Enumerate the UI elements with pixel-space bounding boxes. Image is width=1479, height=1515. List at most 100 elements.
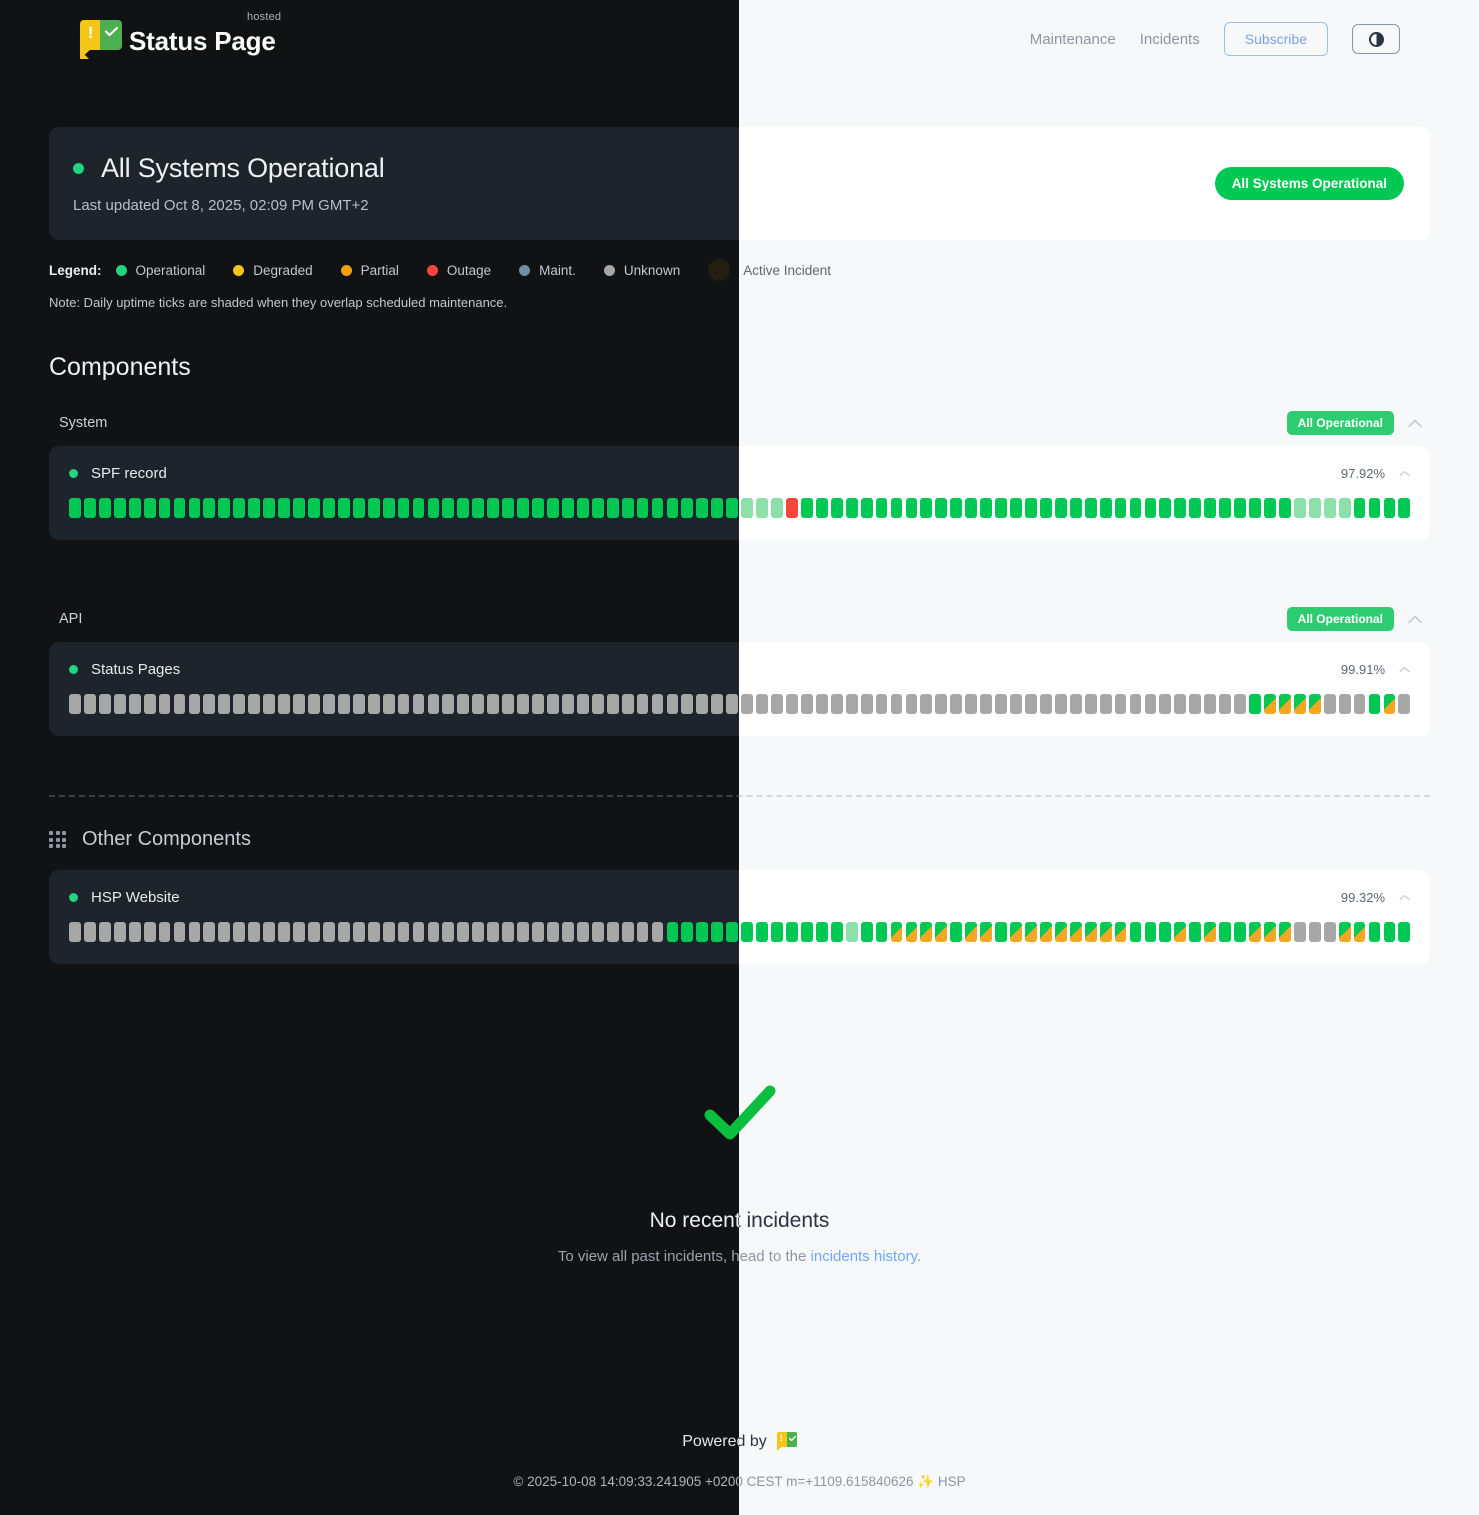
chevron-icon[interactable]: [1399, 470, 1410, 477]
uptime-tick[interactable]: [472, 694, 485, 714]
uptime-tick[interactable]: [457, 922, 470, 942]
uptime-tick[interactable]: [218, 694, 231, 714]
uptime-tick[interactable]: [606, 694, 619, 714]
uptime-tick[interactable]: [188, 498, 201, 518]
uptime-tick[interactable]: [860, 922, 873, 942]
uptime-tick-bar[interactable]: [739, 498, 1411, 518]
uptime-tick[interactable]: [621, 498, 634, 518]
uptime-tick[interactable]: [143, 694, 156, 714]
uptime-tick[interactable]: [472, 498, 485, 518]
uptime-tick[interactable]: [666, 694, 679, 714]
uptime-tick[interactable]: [561, 694, 574, 714]
uptime-tick[interactable]: [845, 694, 858, 714]
uptime-tick[interactable]: [711, 498, 724, 518]
uptime-tick[interactable]: [591, 922, 604, 942]
uptime-tick[interactable]: [1174, 694, 1187, 714]
uptime-tick[interactable]: [651, 922, 664, 942]
uptime-tick[interactable]: [1054, 694, 1067, 714]
uptime-tick[interactable]: [1084, 694, 1097, 714]
uptime-tick[interactable]: [233, 498, 246, 518]
uptime-tick[interactable]: [517, 498, 529, 518]
uptime-tick[interactable]: [1069, 694, 1082, 714]
uptime-tick[interactable]: [756, 498, 768, 518]
uptime-tick[interactable]: [636, 922, 649, 942]
uptime-tick[interactable]: [1278, 498, 1291, 518]
uptime-tick-bar[interactable]: [69, 922, 739, 942]
uptime-tick[interactable]: [143, 922, 156, 942]
uptime-tick[interactable]: [397, 922, 410, 942]
uptime-tick[interactable]: [905, 498, 918, 518]
uptime-tick[interactable]: [1368, 498, 1381, 518]
uptime-tick[interactable]: [1144, 694, 1157, 714]
uptime-tick[interactable]: [950, 694, 963, 714]
uptime-tick[interactable]: [218, 922, 231, 942]
uptime-tick[interactable]: [1144, 922, 1157, 942]
uptime-tick[interactable]: [1353, 922, 1366, 942]
uptime-tick[interactable]: [950, 922, 963, 942]
uptime-tick[interactable]: [1084, 498, 1097, 518]
uptime-tick[interactable]: [980, 694, 993, 714]
uptime-tick[interactable]: [875, 922, 888, 942]
uptime-tick[interactable]: [382, 498, 395, 518]
uptime-tick[interactable]: [502, 694, 515, 714]
uptime-tick[interactable]: [547, 694, 559, 714]
uptime-tick[interactable]: [890, 694, 903, 714]
uptime-tick[interactable]: [935, 498, 948, 518]
uptime-tick[interactable]: [1368, 922, 1381, 942]
uptime-tick[interactable]: [1025, 498, 1037, 518]
uptime-tick[interactable]: [293, 694, 305, 714]
uptime-tick[interactable]: [457, 498, 470, 518]
uptime-tick[interactable]: [517, 922, 529, 942]
uptime-tick[interactable]: [1323, 498, 1336, 518]
uptime-tick[interactable]: [128, 498, 141, 518]
uptime-tick[interactable]: [1039, 694, 1052, 714]
uptime-tick[interactable]: [1189, 694, 1202, 714]
uptime-tick[interactable]: [1129, 922, 1142, 942]
uptime-tick[interactable]: [278, 498, 290, 518]
uptime-tick[interactable]: [1099, 694, 1112, 714]
component-card-spf-record[interactable]: SPF record 97.92%: [49, 446, 739, 540]
uptime-tick[interactable]: [681, 498, 694, 518]
uptime-tick[interactable]: [696, 694, 709, 714]
uptime-tick[interactable]: [1069, 498, 1082, 518]
nav-maintenance[interactable]: Maintenance: [1029, 30, 1116, 48]
uptime-tick[interactable]: [1189, 498, 1202, 518]
uptime-tick[interactable]: [1234, 694, 1246, 714]
uptime-tick[interactable]: [561, 922, 574, 942]
uptime-tick[interactable]: [173, 922, 186, 942]
uptime-tick[interactable]: [98, 694, 111, 714]
uptime-tick[interactable]: [965, 498, 978, 518]
uptime-tick[interactable]: [681, 922, 694, 942]
uptime-tick[interactable]: [322, 922, 335, 942]
uptime-tick[interactable]: [1353, 498, 1366, 518]
uptime-tick[interactable]: [188, 922, 201, 942]
uptime-tick[interactable]: [576, 922, 589, 942]
uptime-tick[interactable]: [1054, 922, 1067, 942]
uptime-tick[interactable]: [427, 498, 440, 518]
uptime-tick[interactable]: [367, 922, 380, 942]
uptime-tick[interactable]: [1069, 922, 1082, 942]
uptime-tick[interactable]: [487, 922, 500, 942]
uptime-tick[interactable]: [666, 922, 679, 942]
uptime-tick[interactable]: [113, 922, 126, 942]
uptime-tick[interactable]: [532, 498, 544, 518]
incidents-history-link[interactable]: incidents history: [810, 1248, 917, 1265]
uptime-tick[interactable]: [1264, 694, 1276, 714]
uptime-tick[interactable]: [1249, 694, 1261, 714]
uptime-tick[interactable]: [1099, 922, 1112, 942]
uptime-tick[interactable]: [1010, 922, 1022, 942]
uptime-tick[interactable]: [995, 694, 1007, 714]
uptime-tick[interactable]: [1039, 922, 1052, 942]
chevron-icon[interactable]: [1399, 666, 1410, 673]
uptime-tick[interactable]: [427, 922, 440, 942]
uptime-tick[interactable]: [1308, 498, 1321, 518]
uptime-tick[interactable]: [233, 694, 246, 714]
uptime-tick[interactable]: [532, 922, 544, 942]
nav-incidents[interactable]: Incidents: [1139, 30, 1200, 48]
uptime-tick[interactable]: [1219, 922, 1232, 942]
uptime-tick[interactable]: [532, 694, 544, 714]
uptime-tick[interactable]: [726, 922, 739, 942]
uptime-tick[interactable]: [1010, 694, 1022, 714]
uptime-tick[interactable]: [1114, 694, 1127, 714]
brand-logo-link[interactable]: ! hosted Status Page: [80, 11, 281, 59]
